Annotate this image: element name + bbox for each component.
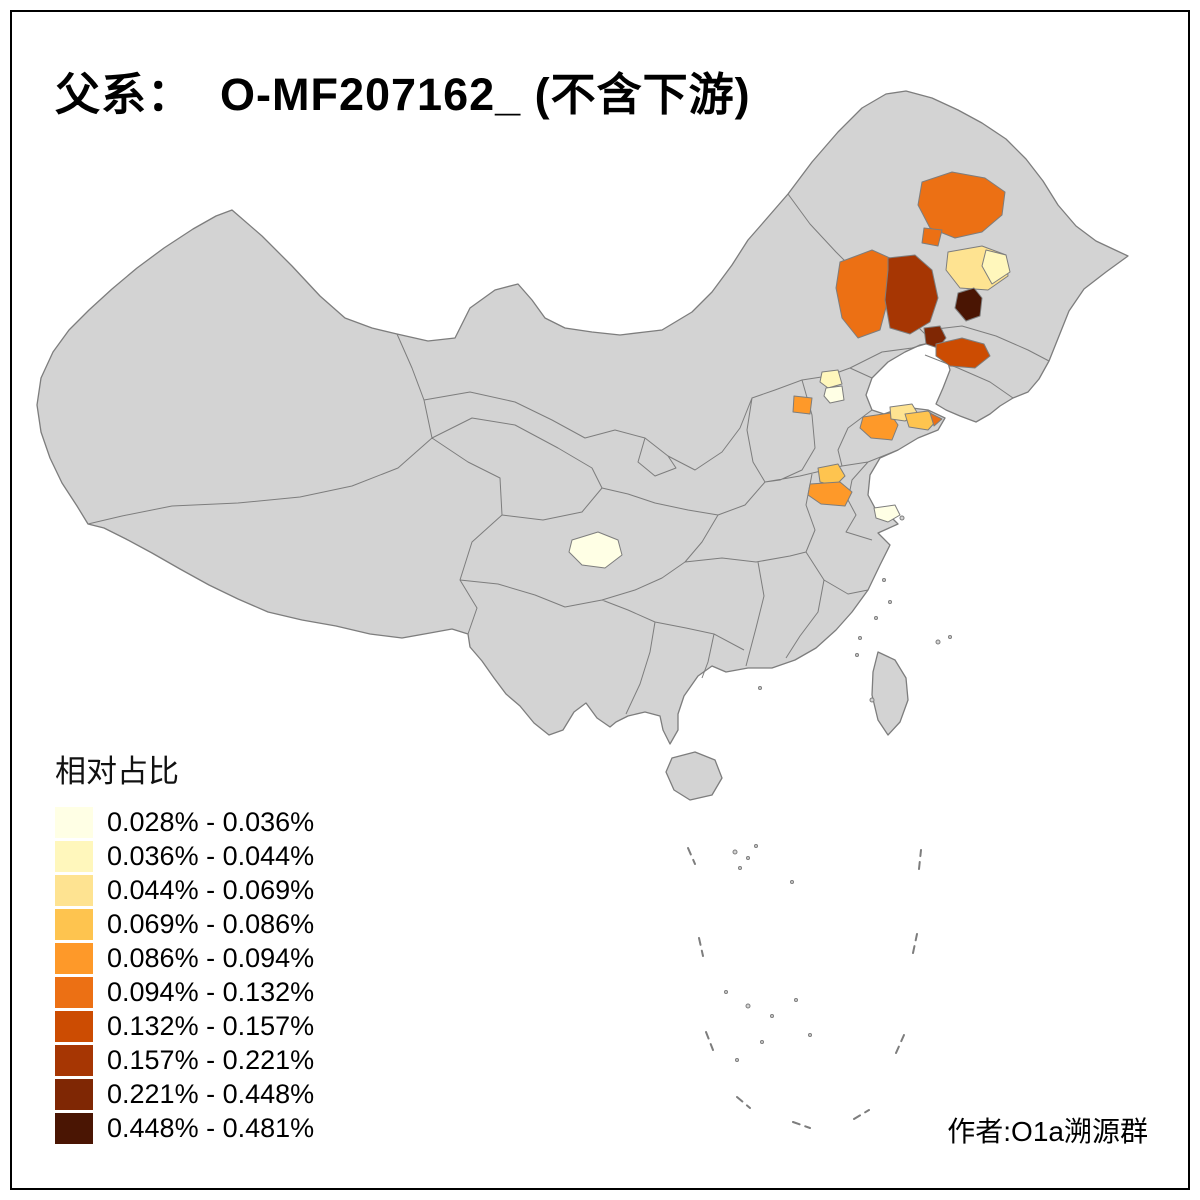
- legend-swatch: [55, 943, 93, 974]
- island-dot: [745, 1003, 751, 1009]
- map-region-j2: [807, 481, 853, 507]
- legend-label: 0.069% - 0.086%: [107, 909, 315, 939]
- legend-item: 0.028% - 0.036%: [55, 807, 314, 838]
- island-dot: [732, 849, 738, 855]
- map-region-j1: [817, 463, 846, 487]
- mainland-group: [36, 90, 1129, 801]
- legend-swatch: [55, 841, 93, 872]
- map-region-b2: [823, 385, 845, 404]
- map-region-r9: [792, 395, 813, 415]
- hainan-island: [665, 751, 723, 801]
- map-region-r8: [935, 337, 991, 369]
- legend-label: 0.448% - 0.481%: [107, 1113, 315, 1143]
- island-dot: [754, 844, 758, 848]
- island-dot: [869, 697, 875, 703]
- legend-item: 0.157% - 0.221%: [55, 1045, 314, 1076]
- island-dot: [874, 616, 878, 620]
- page-title: 父系： O-MF207162_ (不含下游): [55, 69, 751, 120]
- legend-title: 相对占比: [55, 754, 179, 789]
- island-dot: [760, 1040, 764, 1044]
- map-region-sz: [904, 410, 939, 431]
- province-borders: [87, 193, 1050, 715]
- legend-swatch: [55, 1011, 93, 1042]
- legend-label: 0.086% - 0.094%: [107, 943, 315, 973]
- island-dot: [858, 636, 862, 640]
- china-mainland-shape: [36, 90, 1129, 745]
- legend-label: 0.157% - 0.221%: [107, 1045, 315, 1075]
- map-region-r3: [835, 249, 891, 339]
- taiwan-island: [871, 651, 909, 736]
- island-dot: [888, 600, 892, 604]
- legend-item: 0.094% - 0.132%: [55, 977, 314, 1008]
- nine-dash-line: [687, 847, 922, 1129]
- map-region-sz2: [929, 412, 943, 427]
- legend-label: 0.221% - 0.448%: [107, 1079, 315, 1109]
- map-region-b1: [819, 369, 843, 389]
- island-dot: [724, 990, 728, 994]
- legend-label: 0.036% - 0.044%: [107, 841, 315, 871]
- island-dot: [882, 578, 886, 582]
- legend-swatch: [55, 1079, 93, 1110]
- legend-item: 0.086% - 0.094%: [55, 943, 314, 974]
- map-region-r4: [884, 254, 939, 335]
- island-dot: [790, 880, 794, 884]
- dash-segments: [687, 847, 922, 1129]
- sea-islands: [724, 515, 952, 1062]
- legend-swatch: [55, 1045, 93, 1076]
- map-region-sh: [873, 504, 901, 523]
- legend-swatch: [55, 909, 93, 940]
- island-dot: [948, 635, 952, 639]
- legend-label: 0.132% - 0.157%: [107, 1011, 315, 1041]
- legend-swatch: [55, 875, 93, 906]
- map-region-r5b: [981, 249, 1011, 285]
- legend-item: 0.069% - 0.086%: [55, 909, 314, 940]
- legend-label: 0.044% - 0.069%: [107, 875, 315, 905]
- island-dot: [794, 998, 798, 1002]
- island-dot: [935, 639, 941, 645]
- map-region-r1: [917, 171, 1006, 239]
- map-region-sc: [568, 531, 623, 569]
- legend-swatch: [55, 977, 93, 1008]
- legend-item: 0.044% - 0.069%: [55, 875, 314, 906]
- colored-regions: [568, 171, 1011, 569]
- legend-item: 0.448% - 0.481%: [55, 1113, 314, 1144]
- legend-item: 0.221% - 0.448%: [55, 1079, 314, 1110]
- legend-item: 0.132% - 0.157%: [55, 1011, 314, 1042]
- island-dot: [746, 856, 750, 860]
- island-dot: [735, 1058, 739, 1062]
- island-dot: [899, 515, 905, 521]
- island-dot: [758, 686, 762, 690]
- legend-swatch: [55, 1113, 93, 1144]
- island-dot: [738, 866, 742, 870]
- island-dot: [855, 653, 859, 657]
- legend-label: 0.028% - 0.036%: [107, 807, 315, 837]
- legend-swatch: [55, 807, 93, 838]
- island-dot: [808, 1033, 812, 1037]
- attribution-text: 作者:O1a溯源群: [947, 1116, 1148, 1147]
- legend: 相对占比 0.028% - 0.036% 0.036% - 0.044% 0.0…: [55, 746, 314, 1147]
- legend-label: 0.094% - 0.132%: [107, 977, 315, 1007]
- legend-item: 0.036% - 0.044%: [55, 841, 314, 872]
- map-region-r2: [921, 227, 943, 247]
- island-dot: [770, 1014, 774, 1018]
- map-region-r6: [954, 287, 983, 322]
